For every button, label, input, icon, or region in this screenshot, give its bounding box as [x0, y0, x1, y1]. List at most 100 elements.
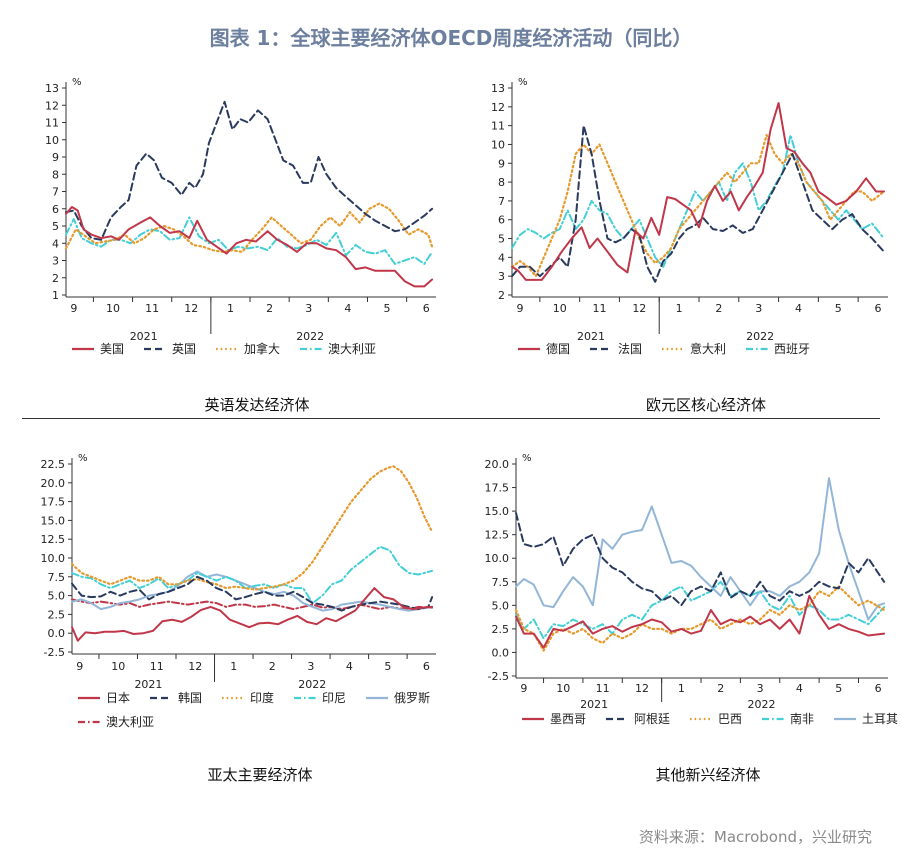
series-line [70, 465, 434, 591]
y-tick-label: 9 [498, 157, 505, 170]
x-tick-label: 6 [875, 302, 882, 315]
legend-label: 墨西哥 [550, 712, 586, 726]
y-tick-label: 17.5 [485, 482, 510, 495]
series-line [65, 100, 434, 241]
y-tick-label: 0.0 [492, 646, 510, 659]
series-line [511, 102, 885, 281]
chart-other-emerging: -2.5 0.0 2.5 5.0 7.5 10.0 12.5 15.0 17.5 20.0 % 9 10… [485, 453, 899, 784]
y-tick-label: 5.0 [492, 599, 510, 612]
y-tick-label: 3 [52, 255, 59, 268]
x-tick-label: 10 [111, 660, 125, 673]
x-tick-label: 11 [150, 660, 164, 673]
series-line [71, 598, 434, 611]
year-label: 2022 [748, 698, 776, 711]
legend-label: 南非 [790, 711, 814, 726]
y-tick-label: 5 [498, 233, 505, 246]
series-line [514, 585, 886, 652]
x-tick-label: 4 [795, 302, 802, 315]
year-label: 2021 [580, 698, 608, 711]
y-tick-label: 15.0 [41, 514, 66, 527]
year-label: 2022 [298, 678, 326, 691]
x-tick-label: 5 [384, 660, 391, 673]
series-line [511, 124, 885, 283]
y-tick-label: 10 [491, 138, 505, 151]
x-tick-label: 3 [755, 302, 762, 315]
legend-label: 德国 [546, 341, 570, 356]
y-tick-label: 6 [52, 203, 59, 216]
y-tick-label: 8 [52, 168, 59, 181]
legend-label: 俄罗斯 [394, 691, 430, 705]
y-tick-label: 0.0 [48, 627, 66, 640]
y-tick-label: 10.0 [485, 552, 510, 565]
x-tick-label: 5 [835, 682, 842, 695]
y-tick-label: 20.0 [41, 477, 66, 490]
series-line [71, 575, 434, 612]
x-tick-label: 11 [596, 682, 610, 695]
y-unit-label: % [518, 77, 528, 88]
series-line [515, 594, 886, 649]
x-tick-label: 4 [346, 660, 353, 673]
legend-label: 阿根廷 [634, 712, 670, 726]
x-tick-label: 5 [835, 302, 842, 315]
x-tick-label: 12 [184, 302, 198, 315]
y-tick-label: 10.0 [41, 552, 66, 565]
x-tick-label: 9 [76, 660, 83, 673]
x-tick-label: 6 [423, 660, 430, 673]
x-tick-label: 9 [516, 302, 523, 315]
panel-title: 英语发达经济体 [204, 396, 309, 414]
y-unit-label: % [78, 453, 88, 464]
panel-title: 欧元区核心经济体 [646, 396, 766, 414]
panel-title: 其他新兴经济体 [655, 766, 760, 784]
y-tick-label: -2.5 [44, 646, 65, 659]
y-tick-label: 20.0 [485, 458, 510, 471]
x-tick-label: 3 [757, 682, 764, 695]
y-tick-label: 7 [498, 195, 505, 208]
legend-label: 澳大利亚 [328, 342, 376, 356]
chart-asia-pacific: -2.5 0.0 2.5 5.0 7.5 10.0 12.5 15.0 17.5 20.0 22.5… [41, 453, 436, 784]
y-tick-label: 22.5 [41, 458, 66, 471]
x-tick-label: 2 [266, 302, 273, 315]
x-tick-label: 4 [796, 682, 803, 695]
y-tick-label: 12.5 [485, 529, 510, 542]
panel-divider [22, 418, 880, 419]
legend-label: 巴西 [718, 712, 742, 726]
y-unit-label: % [72, 77, 82, 88]
y-unit-label: % [522, 453, 532, 464]
x-tick-label: 12 [188, 660, 202, 673]
x-tick-label: 1 [227, 302, 234, 315]
series-line [71, 545, 434, 605]
x-tick-label: 11 [593, 302, 607, 315]
y-tick-label: 5.0 [48, 590, 66, 603]
legend-label: 加拿大 [244, 341, 280, 356]
x-tick-label: 1 [678, 682, 685, 695]
x-tick-label: 10 [553, 302, 567, 315]
series-line [71, 587, 434, 642]
x-tick-label: 6 [875, 682, 882, 695]
year-label: 2021 [577, 330, 605, 343]
y-tick-label: 17.5 [41, 496, 66, 509]
legend-label: 土耳其 [862, 712, 898, 726]
legend-label: 韩国 [178, 690, 202, 705]
series-line [65, 216, 434, 265]
series-line [65, 206, 434, 288]
y-tick-label: 11 [45, 117, 59, 130]
y-tick-label: 11 [491, 120, 505, 133]
y-tick-label: 12 [491, 101, 505, 114]
y-tick-label: 4 [498, 251, 505, 264]
y-tick-label: 5 [52, 220, 59, 233]
series-line [515, 580, 886, 640]
year-label: 2022 [296, 330, 324, 343]
panel-title: 亚太主要经济体 [207, 766, 312, 784]
y-tick-label: 2 [498, 289, 505, 302]
x-tick-label: 2 [715, 302, 722, 315]
series-line [510, 133, 886, 278]
legend-label: 美国 [100, 342, 124, 356]
series-line [511, 134, 885, 268]
legend-label: 意大利 [690, 341, 726, 356]
x-tick-label: 5 [384, 302, 391, 315]
figure-title: 图表 1：全球主要经济体OECD周度经济活动（同比） [209, 26, 693, 50]
y-tick-label: 2.5 [492, 623, 510, 636]
legend-label: 西班牙 [774, 342, 810, 356]
legend-label: 印尼 [322, 691, 346, 705]
